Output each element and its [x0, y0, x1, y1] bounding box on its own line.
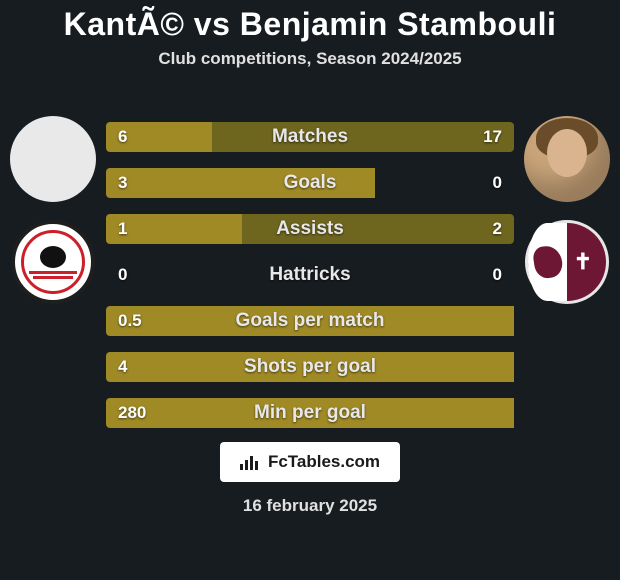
logo-text: FcTables.com — [268, 452, 380, 472]
stat-value-right: 0 — [493, 265, 502, 285]
chart-icon — [240, 454, 260, 470]
stat-bars: Matches617Goals30Assists12Hattricks00Goa… — [106, 108, 514, 428]
stat-value-left: 280 — [118, 403, 146, 423]
stat-value-left: 3 — [118, 173, 127, 193]
stat-value-left: 0.5 — [118, 311, 142, 331]
stat-label: Hattricks — [269, 264, 350, 286]
subtitle: Club competitions, Season 2024/2025 — [0, 49, 620, 69]
stat-row: Goals per match 0.5 — [106, 306, 514, 336]
date: 16 february 2025 — [243, 496, 377, 516]
stat-row: Assists 1 2 — [106, 214, 514, 244]
stat-label: Assists — [276, 218, 344, 240]
stat-row: Goals 3 0 — [106, 168, 514, 198]
stat-row: Hattricks 0 0 — [106, 260, 514, 290]
stat-label: Goals — [284, 172, 337, 194]
stat-row: Shots per goal 4 — [106, 352, 514, 382]
player-right-avatar — [524, 116, 610, 202]
stat-value-left: 1 — [118, 219, 127, 239]
left-column — [0, 108, 106, 304]
bar-right — [212, 122, 514, 152]
stat-value-right: 0 — [493, 173, 502, 193]
stat-label: Goals per match — [236, 310, 385, 332]
stat-value-left: 6 — [118, 127, 127, 147]
stat-label: Matches — [272, 126, 348, 148]
stat-value-right: 2 — [493, 219, 502, 239]
club-left-crest — [11, 220, 95, 304]
stat-row: Matches 6 17 — [106, 122, 514, 152]
player-left-avatar — [10, 116, 96, 202]
stat-value-left: 0 — [118, 265, 127, 285]
comparison-area: Matches617Goals30Assists12Hattricks00Goa… — [0, 108, 620, 428]
stat-value-right: 17 — [483, 127, 502, 147]
fctables-logo[interactable]: FcTables.com — [220, 442, 400, 482]
cross-icon: ✝ — [574, 251, 592, 273]
stat-label: Min per goal — [254, 402, 366, 424]
stat-label: Shots per goal — [244, 356, 376, 378]
footer: FcTables.com 16 february 2025 — [0, 442, 620, 516]
page-title: KantÃ© vs Benjamin Stambouli — [0, 0, 620, 43]
stat-row: Min per goal 280 — [106, 398, 514, 428]
club-right-crest: ✝ — [525, 220, 609, 304]
right-column: ✝ — [514, 108, 620, 304]
stat-value-left: 4 — [118, 357, 127, 377]
